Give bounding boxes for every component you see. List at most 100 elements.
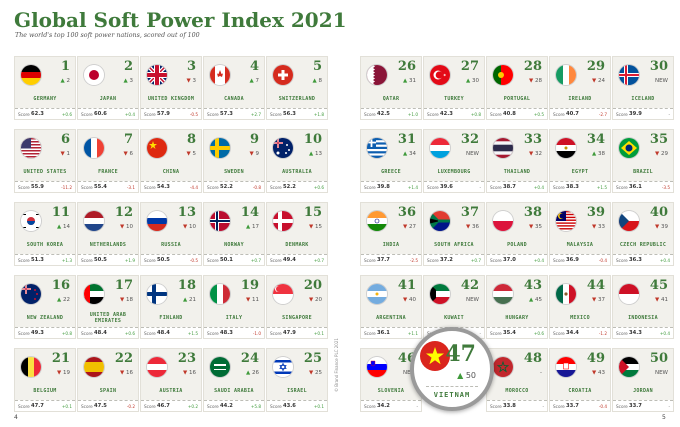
country-card: 28 ▼ 28 PORTUGAL Score 40.8 +0.5 (486, 56, 548, 120)
score-delta: +0.8 (61, 331, 72, 336)
score-delta: +0.4 (659, 331, 670, 336)
score-label: Score (81, 185, 93, 190)
down-arrow-icon: ▼ (529, 78, 534, 84)
country-card: 9 ▼ 9 SWEDEN Score 52.2 -0.8 (203, 129, 265, 193)
score-label: Score (490, 331, 502, 336)
down-arrow-icon: ▼ (249, 151, 254, 157)
score-row: Score 34.4 -1.2 (550, 327, 610, 338)
up-arrow-icon: ▲ (183, 297, 188, 303)
score-value: 50.1 (220, 257, 233, 263)
no-flag-icon (210, 211, 230, 231)
down-arrow-icon: ▼ (186, 78, 191, 84)
country-name: THAILAND (503, 168, 531, 175)
country-name: INDONESIA (628, 314, 658, 321)
down-arrow-icon: ▼ (466, 224, 471, 230)
country-card: 25 ▼ 25 ISRAEL Score 43.6 +0.1 (266, 348, 328, 412)
score-delta: - (542, 404, 544, 409)
score-row: Score 47.5 -0.2 (78, 400, 138, 411)
score-row: Score 34.2 - (361, 400, 421, 411)
down-arrow-icon: ▼ (120, 224, 125, 230)
rank-change: ▼ 6 (123, 151, 133, 157)
country-name: ISRAEL (287, 387, 307, 394)
rank-change: ▲ 30 (466, 78, 479, 84)
score-value: 60.6 (94, 111, 107, 117)
up-arrow-icon: ▲ (529, 297, 534, 303)
rank-change: ▼ 19 (57, 370, 70, 376)
score-row: Score 49.3 +0.8 (15, 327, 75, 338)
down-arrow-icon: ▼ (309, 370, 314, 376)
rank-change: ▼ 10 (120, 224, 133, 230)
up-arrow-icon: ▲ (246, 224, 251, 230)
down-arrow-icon: ▼ (403, 297, 408, 303)
score-row: Score 36.1 +1.1 (361, 327, 421, 338)
country-name: MEXICO (570, 314, 590, 321)
rank-number: 3 (186, 59, 196, 74)
rank-change: NEW (403, 370, 416, 376)
country-card: 36 ▼ 27 INDIA Score 37.7 -2.5 (360, 202, 422, 266)
hu-flag-icon (493, 284, 513, 304)
score-value: 47.7 (31, 403, 44, 409)
country-card: 1 ▲ 2 GERMANY Score 62.3 +0.6 (14, 56, 76, 120)
country-name: ITALY (225, 314, 243, 321)
country-name: NORWAY (224, 241, 244, 248)
score-row: Score 44.2 +5.8 (204, 400, 264, 411)
down-arrow-icon: ▼ (120, 297, 125, 303)
score-label: Score (364, 112, 376, 117)
rank-change: ▼ 15 (309, 224, 322, 230)
rank-change: ▼ 18 (120, 297, 133, 303)
country-name: SWITZERLAND (278, 95, 316, 102)
score-value: 36.3 (629, 257, 642, 263)
score-value: 33.8 (503, 403, 516, 409)
score-value: 48.3 (220, 330, 233, 336)
score-label: Score (18, 112, 30, 117)
country-card: 31 ▲ 34 GREECE Score 39.8 +1.4 (360, 129, 422, 193)
up-arrow-icon: ▲ (249, 78, 254, 84)
rank-number: 43 (523, 278, 542, 293)
country-card: 49 ▼ 43 CROATIA Score 33.7 -0.4 (549, 348, 611, 412)
country-name: DENMARK (285, 241, 309, 248)
country-name: UNITED STATES (23, 168, 67, 175)
country-card: 26 ▲ 31 QATAR Score 42.5 +1.0 (360, 56, 422, 120)
score-row: Score 36.9 -0.4 (550, 254, 610, 265)
up-arrow-icon: ▲ (246, 370, 251, 376)
jp-flag-icon (84, 65, 104, 85)
rank-change: ▼ 36 (466, 224, 479, 230)
country-card: 6 ▼ 1 UNITED STATES Score 55.9 -11.2 (14, 129, 76, 193)
score-value: 50.5 (94, 257, 107, 263)
score-value: 55.9 (31, 184, 44, 190)
score-value: 39.8 (377, 184, 390, 190)
rank-change: ▲ 8 (312, 78, 322, 84)
score-value: 33.7 (629, 403, 642, 409)
country-name: HUNGARY (505, 314, 529, 321)
score-row: Score 40.7 -2.7 (550, 108, 610, 119)
rank-change: ▲ 22 (57, 297, 70, 303)
country-card: 40 ▼ 39 CZECH REPUBLIC Score 36.3 +0.4 (612, 202, 674, 266)
rank-change: ▼ 28 (529, 78, 542, 84)
score-value: 40.7 (566, 111, 579, 117)
score-row: Score 39.8 +1.4 (361, 181, 421, 192)
rank-change: ▲ 7 (249, 78, 259, 84)
rank-change: ▼ 16 (120, 370, 133, 376)
score-value: 33.7 (566, 403, 579, 409)
country-name: SWEDEN (224, 168, 244, 175)
rank-number: 6 (60, 132, 70, 147)
score-value: 34.3 (629, 330, 642, 336)
score-value: 42.3 (440, 111, 453, 117)
score-row: Score 36.3 +0.4 (613, 254, 673, 265)
rank-number: 38 (523, 205, 542, 220)
country-card: 43 ▲ 45 HUNGARY Score 35.4 +0.6 (486, 275, 548, 339)
score-value: 36.9 (566, 257, 579, 263)
score-delta: -1.2 (598, 331, 607, 336)
score-row: Score 48.3 -1.0 (204, 327, 264, 338)
eg-flag-icon (556, 138, 576, 158)
rank-change: ▼ 16 (183, 370, 196, 376)
highlight-country: VIETNAM (433, 391, 471, 399)
rank-number: 30 (649, 59, 668, 74)
rank-number: 29 (586, 59, 605, 74)
rank-change: ▲ 14 (57, 224, 70, 230)
country-name: FRANCE (98, 168, 118, 175)
country-card: 10 ▲ 13 AUSTRALIA Score 52.2 +0.6 (266, 129, 328, 193)
rank-change: ▼ 39 (655, 224, 668, 230)
rank-change: ▼ 37 (592, 297, 605, 303)
score-delta: -4.4 (189, 185, 198, 190)
